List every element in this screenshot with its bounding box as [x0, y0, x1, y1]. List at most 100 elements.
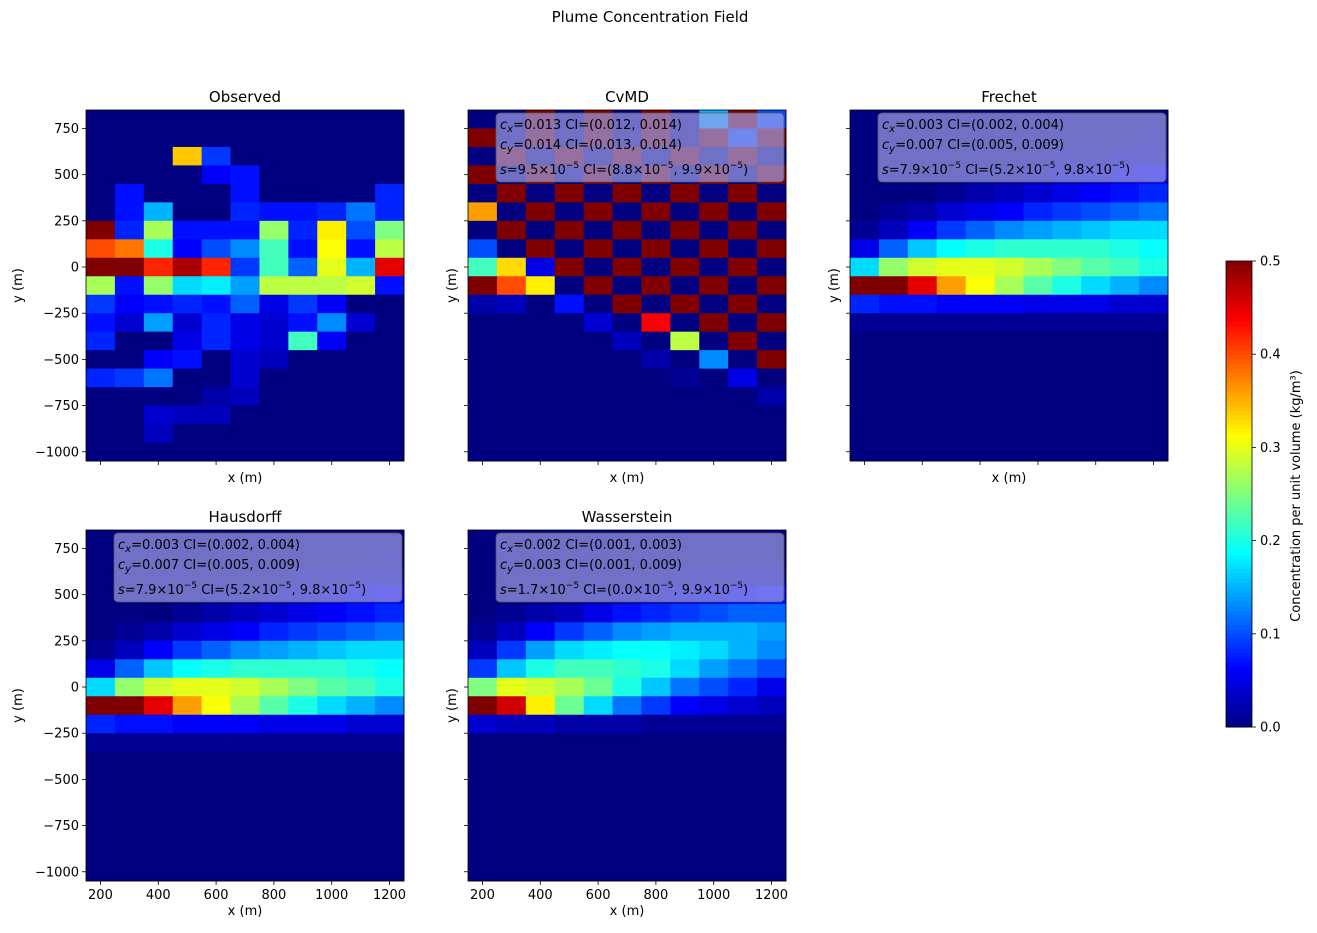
heatmap-cell — [699, 622, 729, 642]
colorbar-swatch — [1226, 438, 1252, 444]
heatmap-cell — [670, 387, 700, 406]
heatmap-cell — [317, 862, 347, 882]
heatmap-cell — [230, 146, 260, 166]
heatmap-cell — [288, 368, 318, 388]
heatmap-cell — [670, 220, 700, 240]
heatmap-cell — [612, 350, 642, 370]
heatmap-cell — [86, 622, 116, 642]
heatmap-cell — [641, 294, 671, 314]
heatmap-cell — [612, 640, 642, 660]
heatmap-cell — [612, 294, 642, 314]
heatmap-cell — [317, 350, 347, 370]
y-axis-label: y (m) — [445, 268, 460, 303]
heatmap-cell — [757, 770, 787, 790]
heatmap-cell — [259, 770, 289, 790]
heatmap-cell — [468, 770, 498, 790]
heatmap-cell — [114, 807, 145, 826]
heatmap-cell — [728, 331, 758, 351]
heatmap-cell — [612, 844, 642, 863]
heatmap-cell — [878, 276, 909, 296]
colorbar: Concentration per unit volume (kg/m³) 0.… — [1225, 255, 1304, 736]
colorbar-swatch — [1226, 424, 1252, 430]
heatmap-cell — [936, 257, 967, 277]
heatmap-cell — [583, 220, 613, 240]
heatmap-cell — [259, 659, 289, 679]
x-tick-label: 800 — [261, 888, 286, 903]
heatmap-cell — [525, 807, 556, 826]
heatmap-cell — [699, 202, 729, 222]
colorbar-swatch — [1226, 419, 1252, 425]
heatmap-cell — [612, 603, 642, 623]
heatmap-cell — [670, 603, 700, 623]
heatmap-cell — [288, 825, 318, 845]
heatmap-cell — [288, 331, 318, 351]
heatmap-cell — [259, 387, 289, 406]
heatmap-cell — [468, 368, 498, 388]
heatmap-cell — [201, 110, 231, 129]
heatmap-cell — [850, 442, 880, 462]
heatmap-cell — [114, 825, 145, 845]
heatmap-cell — [728, 239, 758, 259]
heatmap-cell — [288, 696, 318, 716]
heatmap-cell — [375, 239, 405, 259]
colorbar-swatch — [1226, 456, 1252, 462]
heatmap-cell — [699, 239, 729, 259]
heatmap-cell — [259, 146, 289, 166]
heatmap-cell — [86, 788, 116, 808]
heatmap-cell — [375, 368, 405, 388]
heatmap-cell — [172, 788, 203, 808]
heatmap-cell — [965, 183, 995, 203]
heatmap-cell — [114, 659, 145, 679]
heatmap-cell — [346, 405, 376, 425]
heatmap-cell — [230, 183, 260, 203]
colorbar-swatch — [1226, 540, 1252, 546]
colorbar-swatch — [1226, 582, 1252, 588]
heatmap-cell — [728, 677, 758, 697]
heatmap-cell — [288, 146, 318, 166]
colorbar-frame — [1225, 260, 1253, 728]
heatmap-cell — [994, 313, 1024, 333]
heatmap-cell — [496, 183, 527, 203]
heatmap-cell — [850, 350, 880, 370]
heatmap-cell — [201, 183, 231, 203]
heatmap-cell — [612, 825, 642, 845]
heatmap-cell — [641, 751, 671, 771]
heatmap-cell — [468, 424, 498, 443]
heatmap-cell — [114, 110, 145, 129]
colorbar-swatch — [1226, 661, 1252, 667]
heatmap-cell — [1052, 368, 1082, 388]
heatmap-cell — [317, 603, 347, 623]
colorbar-swatch — [1226, 554, 1252, 560]
heatmap-cell — [1052, 405, 1082, 425]
heatmap-cell — [259, 220, 289, 240]
heatmap-cell — [699, 294, 729, 314]
heatmap-cell — [288, 603, 318, 623]
heatmap-cell — [259, 350, 289, 370]
y-tick-label: −250 — [43, 727, 79, 742]
heatmap-cell — [114, 368, 145, 388]
colorbar-swatch — [1226, 717, 1252, 723]
heatmap-cell — [86, 257, 116, 277]
colorbar-label: Concentration per unit volume (kg/m³) — [1289, 370, 1304, 622]
heatmap-cell — [86, 331, 116, 351]
heatmap-cell — [114, 677, 145, 697]
heatmap-cell — [259, 640, 289, 660]
heatmap-cell — [86, 751, 116, 771]
heatmap-cell — [728, 387, 758, 406]
heatmap-cell — [699, 331, 729, 351]
colorbar-swatch — [1226, 428, 1252, 434]
heatmap-cell — [670, 733, 700, 753]
heatmap-cell — [936, 331, 967, 351]
heatmap-cell — [468, 183, 498, 203]
heatmap-cell — [907, 276, 938, 296]
colorbar-swatch — [1226, 619, 1252, 625]
heatmap-cell — [288, 714, 318, 734]
heatmap-cell — [641, 183, 671, 203]
annotation-line: s=7.9×10−5 CI=(5.2×10−5, 9.8×10−5) — [882, 161, 1130, 178]
heatmap-cell — [114, 751, 145, 771]
colorbar-swatch — [1226, 349, 1252, 355]
colorbar-swatch — [1226, 545, 1252, 551]
heatmap-cell — [172, 220, 203, 240]
heatmap-cell — [201, 770, 231, 790]
heatmap-cell — [201, 146, 231, 166]
